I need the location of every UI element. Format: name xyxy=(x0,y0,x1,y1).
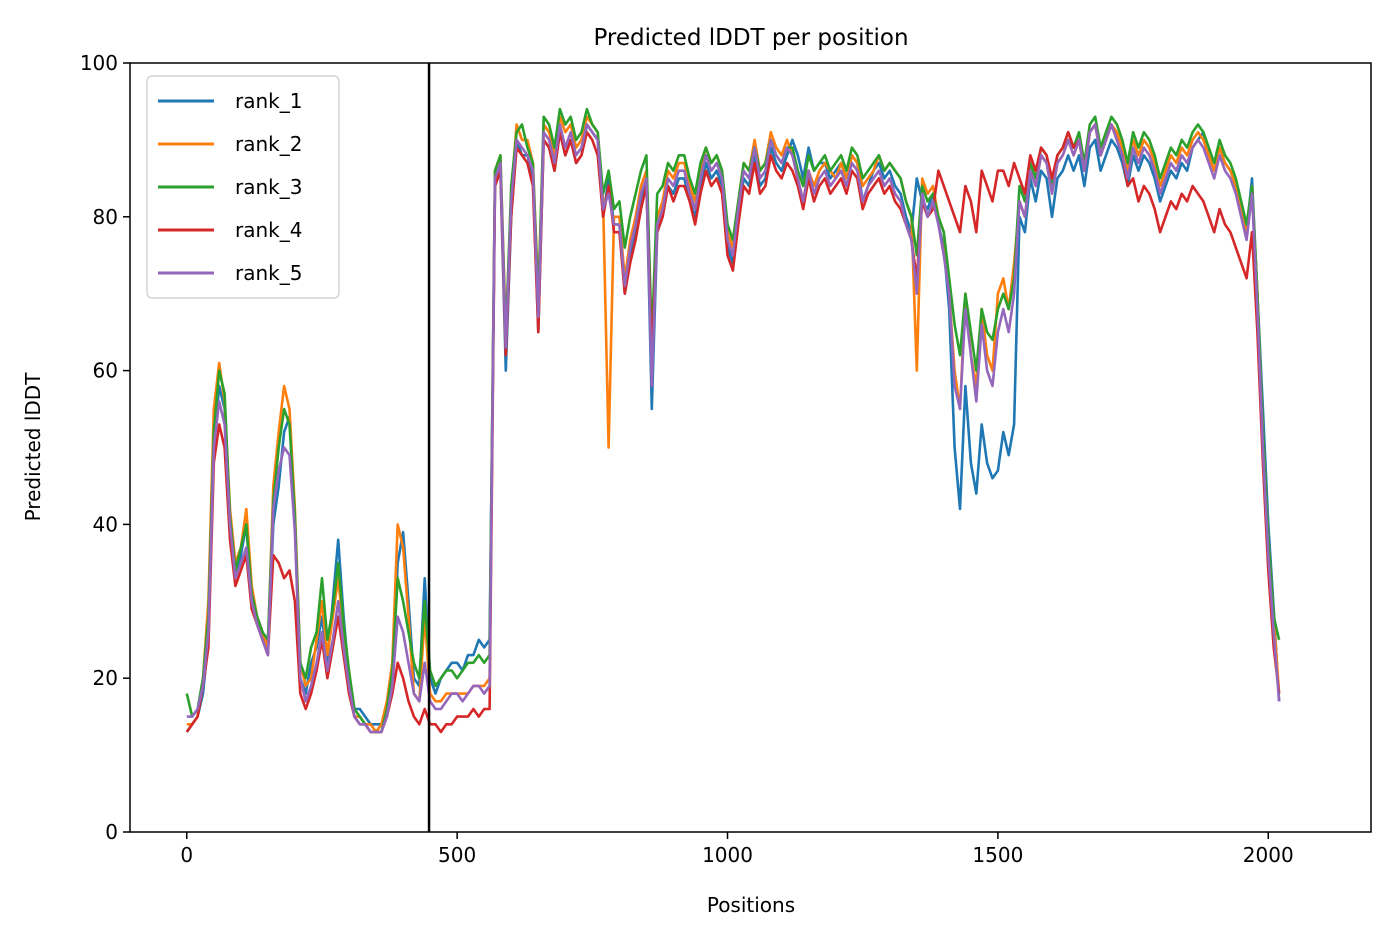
y-tick-label: 60 xyxy=(93,359,118,383)
series-line-rank-5 xyxy=(186,123,1281,734)
legend-label-rank-5: rank_5 xyxy=(235,261,302,285)
x-tick-label: 500 xyxy=(438,843,476,867)
x-axis-label: Positions xyxy=(707,893,795,917)
x-tick-label: 2000 xyxy=(1243,843,1294,867)
y-tick-label: 80 xyxy=(93,205,118,229)
legend-label-rank-3: rank_3 xyxy=(235,175,302,199)
legend-label-rank-4: rank_4 xyxy=(235,218,302,242)
y-tick-label: 0 xyxy=(105,820,118,844)
x-tick-label: 0 xyxy=(180,843,193,867)
x-tick-label: 1000 xyxy=(702,843,753,867)
x-tick-label: 1500 xyxy=(972,843,1023,867)
x-axis-ticks: 0 500 1000 1500 2000 xyxy=(180,832,1294,867)
plot-frame xyxy=(129,62,1372,833)
series-group xyxy=(185,107,1281,734)
y-axis-label: Predicted lDDT xyxy=(21,372,45,522)
legend-label-rank-2: rank_2 xyxy=(235,132,302,156)
legend: rank_1 rank_2 rank_3 rank_4 rank_5 xyxy=(146,75,340,299)
y-tick-label: 40 xyxy=(93,512,118,536)
y-tick-label: 20 xyxy=(93,666,118,690)
chart-title: Predicted lDDT per position xyxy=(593,25,908,51)
y-axis-ticks: 0 20 40 60 80 100 xyxy=(80,51,130,844)
y-tick-label: 100 xyxy=(80,51,118,75)
legend-box xyxy=(146,75,340,299)
legend-label-rank-1: rank_1 xyxy=(235,89,302,113)
